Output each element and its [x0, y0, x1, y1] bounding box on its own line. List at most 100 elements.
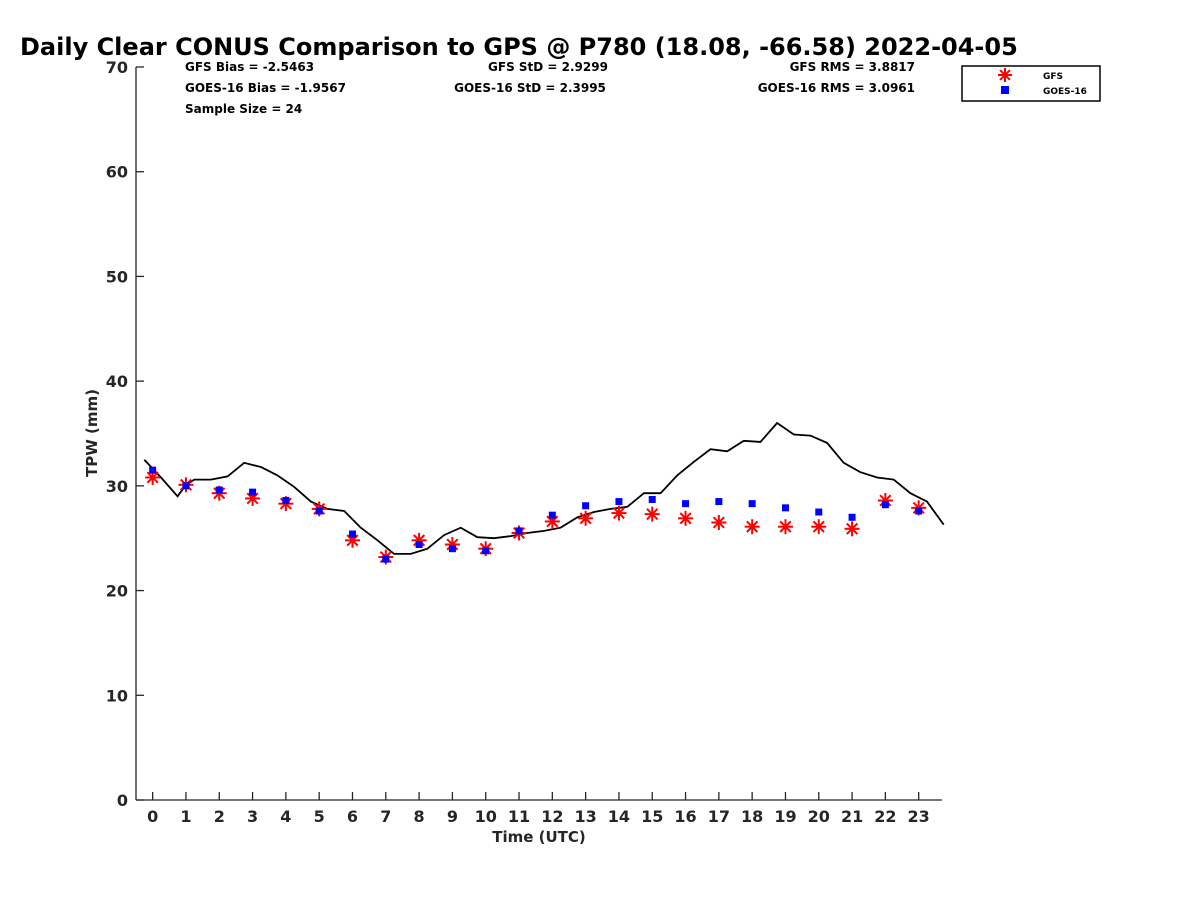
gfs-bias-text: GFS Bias = -2.5463 [185, 60, 314, 74]
gfs-point [777, 519, 793, 535]
gfs-rms-text: GFS RMS = 3.8817 [790, 60, 915, 74]
goes-std-text: GOES-16 StD = 2.3995 [454, 81, 606, 95]
goes-point [715, 498, 723, 506]
x-tick-label: 7 [380, 807, 391, 826]
goes-point [215, 486, 223, 494]
gfs-point-stroke [546, 515, 559, 528]
gfs-point-stroke [579, 512, 592, 525]
goes-point [815, 508, 823, 516]
goes-point [415, 540, 423, 548]
sample-size-text: Sample Size = 24 [185, 102, 302, 116]
gfs-point [544, 513, 560, 529]
goes-point [348, 530, 356, 538]
plot-layer [143, 421, 945, 565]
x-tick-label: 22 [874, 807, 896, 826]
x-tick-label: 18 [741, 807, 763, 826]
gfs-point-stroke [746, 520, 759, 533]
goes-point [781, 504, 789, 512]
goes-bias-text: GOES-16 Bias = -1.9567 [185, 81, 346, 95]
gfs-point [578, 510, 594, 526]
x-tick-label: 12 [541, 807, 563, 826]
x-tick-label: 2 [214, 807, 225, 826]
x-tick-label: 20 [808, 807, 830, 826]
y-axis-label: TPW (mm) [83, 389, 101, 477]
gfs-point-stroke [612, 507, 625, 520]
y-tick-label: 50 [106, 267, 128, 286]
legend-goes-label: GOES-16 [1043, 87, 1087, 97]
goes-point [615, 498, 623, 506]
x-tick-label: 1 [180, 807, 191, 826]
gfs-point-stroke [846, 522, 859, 535]
x-tick-label: 19 [774, 807, 796, 826]
goes-point [915, 507, 923, 515]
x-tick-label: 16 [674, 807, 696, 826]
goes-point [448, 545, 456, 553]
goes-point [149, 466, 157, 474]
x-tick-label: 6 [347, 807, 358, 826]
gfs-point-stroke [446, 538, 459, 551]
gfs-point-stroke [812, 520, 825, 533]
y-ticks: 0 10 20 30 40 50 60 70 [106, 58, 144, 810]
goes-point [315, 507, 323, 515]
goes-point [648, 495, 656, 503]
legend-gfs-asterisk-stroke [999, 69, 1011, 81]
goes-point [881, 501, 889, 509]
x-tick-label: 0 [147, 807, 158, 826]
x-tick-label: 23 [908, 807, 930, 826]
y-tick-label: 20 [106, 582, 128, 601]
gfs-point [644, 506, 660, 522]
goes-point [748, 500, 756, 508]
gfs-point-stroke [646, 508, 659, 521]
gfs-point-stroke [679, 512, 692, 525]
x-tick-label: 17 [708, 807, 730, 826]
x-tick-label: 21 [841, 807, 863, 826]
gfs-point-stroke [413, 534, 426, 547]
y-tick-label: 30 [106, 477, 128, 496]
goes-point [582, 502, 590, 510]
gfs-point [844, 521, 860, 537]
x-tick-label: 3 [247, 807, 258, 826]
gps-series-line [143, 421, 945, 555]
goes-point [249, 488, 257, 496]
x-tick-label: 4 [280, 807, 291, 826]
gfs-point-stroke [879, 494, 892, 507]
goes-point [515, 527, 523, 535]
gfs-point-stroke [712, 516, 725, 529]
legend-gfs-label: GFS [1043, 72, 1063, 82]
x-tick-label: 14 [608, 807, 630, 826]
gfs-point [811, 519, 827, 535]
gfs-point-stroke [246, 492, 259, 505]
x-tick-label: 15 [641, 807, 663, 826]
x-tick-label: 8 [414, 807, 425, 826]
legend-gfs-asterisk [998, 68, 1012, 82]
legend-gfs-marker [998, 68, 1012, 82]
legend: GFS GOES-16 [961, 65, 1101, 102]
goes-point [682, 500, 690, 508]
goes-rms-text: GOES-16 RMS = 3.0961 [758, 81, 915, 95]
x-tick-label: 10 [475, 807, 497, 826]
chart-title: Daily Clear CONUS Comparison to GPS @ P7… [20, 33, 1018, 61]
y-tick-label: 10 [106, 686, 128, 705]
x-axis-label: Time (UTC) [492, 828, 586, 846]
x-tick-label: 13 [574, 807, 596, 826]
goes-point [382, 555, 390, 563]
y-tick-label: 40 [106, 372, 128, 391]
gfs-point [245, 490, 261, 506]
goes-point [482, 547, 490, 555]
goes-point [182, 482, 190, 490]
x-tick-label: 11 [508, 807, 530, 826]
gfs-point [744, 519, 760, 535]
gfs-point [678, 510, 694, 526]
x-ticks: 0 1 2 3 4 5 6 7 8 9 10 11 12 13 14 15 16 17 18 19 20 21 22 23 [147, 792, 930, 826]
y-tick-label: 0 [117, 791, 128, 810]
gfs-point [611, 505, 627, 521]
legend-box [961, 65, 1101, 102]
y-tick-label: 60 [106, 163, 128, 182]
gfs-point-stroke [146, 471, 159, 484]
goes-point [548, 511, 556, 519]
x-tick-label: 5 [314, 807, 325, 826]
gfs-point-stroke [779, 520, 792, 533]
x-tick-label: 9 [447, 807, 458, 826]
